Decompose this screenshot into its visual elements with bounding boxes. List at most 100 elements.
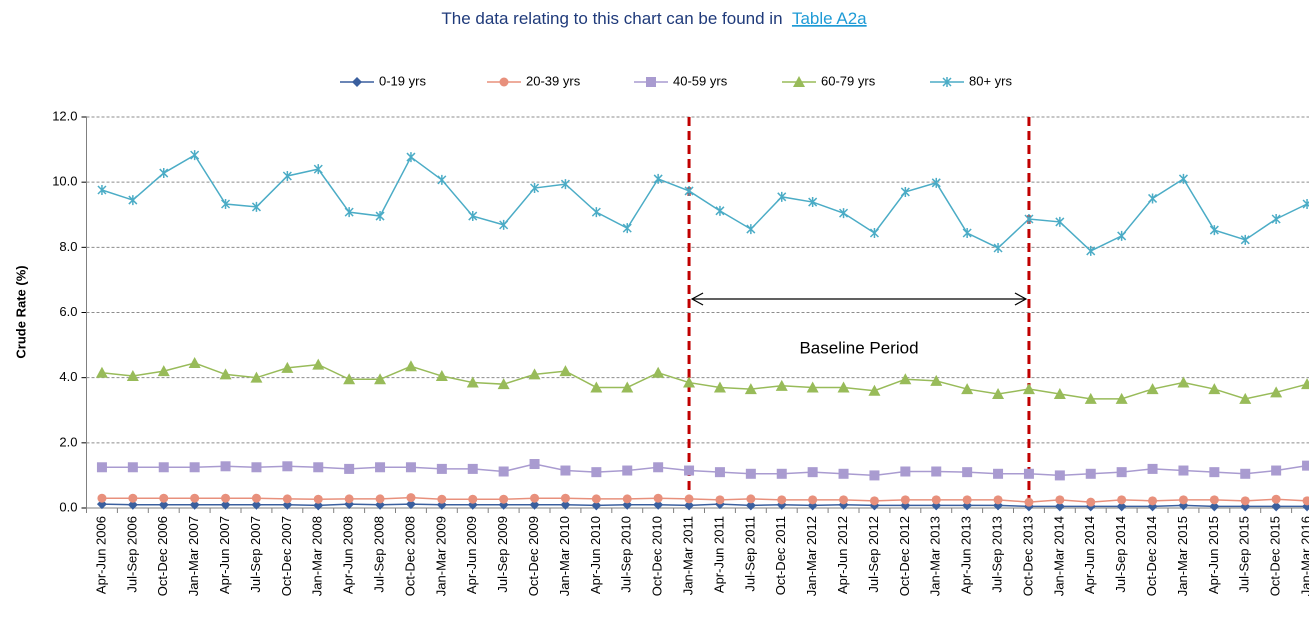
data-point — [468, 494, 478, 504]
data-point — [128, 195, 138, 206]
data-point — [1271, 465, 1282, 476]
data-point — [684, 185, 694, 196]
data-point — [1209, 495, 1219, 505]
data-point — [95, 366, 108, 378]
data-point — [746, 224, 756, 235]
data-point — [436, 463, 447, 474]
title-text: The data relating to this chart can be f… — [441, 9, 782, 28]
legend-marker — [793, 76, 805, 87]
data-point — [1240, 496, 1250, 506]
data-point — [1146, 383, 1159, 395]
data-point — [1270, 386, 1283, 398]
x-tick-label: Jul-Sep 2006 — [124, 516, 139, 593]
data-point — [375, 462, 386, 473]
data-point — [1147, 463, 1158, 474]
data-point — [653, 499, 664, 510]
table-link[interactable]: Table A2a — [792, 9, 867, 28]
data-point — [159, 168, 169, 179]
x-tick-label: Apr-Jun 2010 — [588, 516, 603, 594]
data-point — [251, 493, 261, 503]
data-point — [1117, 230, 1127, 241]
data-point — [1084, 392, 1097, 404]
data-point — [560, 179, 570, 190]
data-point — [1302, 460, 1309, 471]
data-point — [776, 468, 787, 479]
y-axis-label: Crude Rate (%) — [13, 265, 28, 358]
data-point — [251, 499, 262, 510]
data-point — [158, 462, 169, 473]
chart-title: The data relating to this chart can be f… — [441, 9, 867, 28]
data-point — [591, 207, 601, 218]
y-tick-label: 2.0 — [59, 434, 77, 449]
x-tick-label: Oct-Dec 2013 — [1020, 516, 1035, 596]
data-point — [560, 493, 570, 503]
data-point — [529, 499, 540, 510]
data-point — [931, 466, 942, 477]
data-point — [344, 463, 355, 474]
data-point — [435, 370, 448, 382]
x-tick-label: Jul-Sep 2014 — [1113, 516, 1128, 593]
data-point — [622, 494, 632, 504]
data-point — [1302, 496, 1309, 506]
x-tick-label: Jan-Mar 2009 — [433, 516, 448, 596]
x-tick-label: Apr-Jun 2013 — [959, 516, 974, 594]
data-point — [744, 383, 757, 395]
data-point — [992, 387, 1005, 399]
data-point — [1271, 501, 1282, 512]
x-tick-label: Jul-Sep 2010 — [619, 516, 634, 593]
legend-marker — [352, 77, 362, 87]
y-tick-label: 4.0 — [59, 369, 77, 384]
data-point — [869, 227, 879, 238]
data-point — [715, 495, 725, 505]
data-point — [838, 468, 849, 479]
data-point — [1148, 496, 1158, 506]
data-point — [1178, 173, 1188, 184]
legend-label: 40-59 yrs — [673, 73, 728, 88]
data-point — [1054, 470, 1065, 481]
data-point — [900, 186, 910, 197]
data-point — [1209, 225, 1219, 236]
data-point — [344, 494, 354, 504]
x-tick-label: Jul-Sep 2008 — [371, 516, 386, 593]
data-point — [653, 173, 663, 184]
data-point — [1117, 495, 1127, 505]
data-point — [1086, 497, 1096, 507]
data-point — [528, 368, 541, 380]
x-tick-label: Oct-Dec 2012 — [897, 516, 912, 596]
data-point — [1302, 198, 1309, 209]
data-point — [220, 499, 231, 510]
legend-label: 80+ yrs — [969, 73, 1012, 88]
data-point — [1239, 392, 1252, 404]
x-tick-label: Jan-Mar 2011 — [680, 516, 695, 595]
data-point — [530, 183, 540, 194]
data-point — [591, 467, 602, 478]
x-tick-label: Jul-Sep 2007 — [248, 516, 263, 593]
x-tick-label: Apr-Jun 2015 — [1206, 516, 1221, 594]
data-point — [530, 493, 540, 503]
data-point — [375, 494, 385, 504]
data-point — [560, 499, 571, 510]
data-point — [652, 366, 665, 378]
data-point — [684, 500, 695, 511]
data-point — [1240, 234, 1250, 245]
data-point — [684, 465, 695, 476]
data-point — [839, 495, 849, 505]
data-point — [1271, 494, 1281, 504]
series-line — [101, 463, 1308, 477]
data-point — [159, 493, 169, 503]
data-point — [282, 170, 292, 181]
x-tick-label: Oct-Dec 2007 — [279, 516, 294, 596]
legend-label: 0-19 yrs — [379, 73, 426, 88]
x-tick-label: Apr-Jun 2006 — [93, 516, 108, 594]
data-point — [375, 211, 385, 222]
series-line — [101, 496, 1308, 503]
series-line — [101, 362, 1308, 400]
data-point — [219, 368, 232, 380]
data-point — [808, 197, 818, 208]
data-point — [622, 465, 633, 476]
x-tick-label: Jul-Sep 2011 — [742, 516, 757, 592]
data-point — [745, 500, 756, 511]
data-point — [1178, 495, 1188, 505]
data-point — [1208, 383, 1221, 395]
